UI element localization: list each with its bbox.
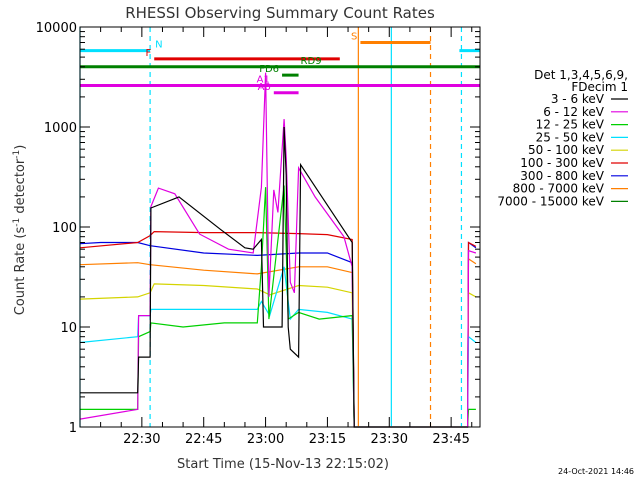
legend-label: 6 - 12 keV <box>543 105 605 119</box>
series-line-800-7000kev <box>79 257 477 428</box>
legend-label: 7000 - 15000 keV <box>497 194 604 208</box>
flag-label-a0: A0 <box>258 82 271 93</box>
flag-label-f: F <box>145 48 151 59</box>
y-axis-label: Count Rate (s-1 detector-1) <box>12 145 28 316</box>
legend-label: 25 - 50 keV <box>536 130 605 144</box>
series-line-100-300kev <box>79 230 477 428</box>
y-label-superscript: -1 <box>12 218 22 227</box>
generation-timestamp: 24-Oct-2021 14:46 <box>558 467 634 476</box>
legend-label: 100 - 300 keV <box>520 156 604 170</box>
x-tick-label: 23:00 <box>247 432 284 447</box>
series-line-6-12kev <box>79 72 477 428</box>
series-line-25-50kev <box>79 266 477 428</box>
x-tick-label: 22:45 <box>185 432 222 447</box>
svg-text:Count Rate (s-1 detector-1): Count Rate (s-1 detector-1) <box>12 145 28 316</box>
legend-label: 800 - 7000 keV <box>513 182 605 196</box>
flag-label-rd9: RD9 <box>301 56 322 67</box>
y-tick-label: 1 <box>69 421 77 436</box>
series-line-12-25kev <box>80 185 476 428</box>
series-line-3-6kev <box>80 126 355 428</box>
flag-label-s: S <box>351 31 357 42</box>
y-tick-label: 100 <box>52 221 77 236</box>
legend-label: 300 - 800 keV <box>520 169 604 183</box>
y-tick-label: 1000 <box>44 121 77 136</box>
legend-header-decim: FDecim 1 <box>571 80 628 94</box>
legend-label: 12 - 25 keV <box>536 118 605 132</box>
legend-label: 3 - 6 keV <box>551 92 605 106</box>
chart-title: RHESSI Observing Summary Count Rates <box>125 4 435 22</box>
y-tick-label: 10 <box>60 321 77 336</box>
flag-label-fd6: FD6 <box>259 64 279 75</box>
x-tick-label: 23:45 <box>432 432 469 447</box>
legend-label: 50 - 100 keV <box>528 143 605 157</box>
axes: 1 10 100 1000 10000 22:30 22:45 23:00 23:15 23:30… <box>36 21 481 447</box>
x-tick-label: 23:30 <box>371 432 408 447</box>
y-label-part: Count Rate (s <box>13 227 28 316</box>
flag-label-n: N <box>155 40 162 51</box>
x-tick-label: 23:15 <box>309 432 346 447</box>
y-label-part: detector <box>13 158 28 218</box>
series-line-50-100kev <box>79 283 477 428</box>
y-label-part: ) <box>13 145 28 150</box>
y-label-superscript: -1 <box>12 150 22 159</box>
y-tick-label: 10000 <box>36 21 77 36</box>
flag-label-a1: A1 <box>257 75 270 86</box>
x-axis-label: Start Time (15-Nov-13 22:15:02) <box>177 457 389 472</box>
x-tick-label: 22:30 <box>123 432 160 447</box>
legend-header-detectors: Det 1,3,4,5,6,9, <box>534 68 628 82</box>
